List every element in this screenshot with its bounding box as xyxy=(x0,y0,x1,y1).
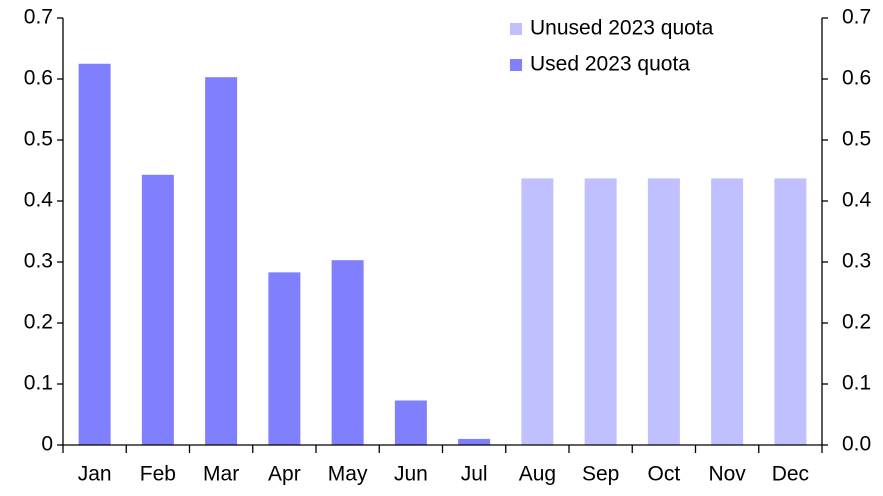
x-tick-label: Jul xyxy=(461,463,488,486)
bar xyxy=(394,400,427,445)
y-tick-label: 0.4 xyxy=(24,189,54,212)
bar xyxy=(458,438,491,445)
legend-swatch xyxy=(510,59,522,71)
bar xyxy=(268,272,301,445)
bar xyxy=(205,77,238,446)
y2-tick-label: 0.5 xyxy=(842,128,871,151)
x-tick-label: Sep xyxy=(582,463,619,486)
x-tick-label: Oct xyxy=(648,463,681,486)
y-tick-label: 0.7 xyxy=(24,6,53,29)
legend-label: Used 2023 quota xyxy=(530,53,690,76)
x-tick-label: May xyxy=(328,463,368,486)
y2-tick-label: 0.1 xyxy=(842,372,871,395)
bar xyxy=(774,178,807,445)
x-tick-label: Aug xyxy=(519,463,556,486)
y2-tick-label: 0.4 xyxy=(842,189,872,212)
x-tick-label: Jun xyxy=(394,463,428,486)
y2-tick-label: 0.3 xyxy=(842,250,871,273)
bar xyxy=(141,174,174,445)
y-tick-label: 0 xyxy=(41,433,53,456)
x-tick-label: Feb xyxy=(140,463,176,486)
bar xyxy=(331,260,364,445)
bar xyxy=(711,178,744,445)
y-tick-label: 0.5 xyxy=(24,128,53,151)
bar xyxy=(584,178,617,445)
legend-label: Unused 2023 quota xyxy=(530,17,714,40)
x-tick-label: Jan xyxy=(78,463,112,486)
bar xyxy=(521,178,554,445)
bar xyxy=(647,178,680,445)
y-tick-label: 0.2 xyxy=(24,311,53,334)
bar xyxy=(78,63,111,445)
x-tick-label: Apr xyxy=(268,463,301,486)
y-tick-label: 0.6 xyxy=(24,67,53,90)
y-tick-label: 0.3 xyxy=(24,250,53,273)
y2-tick-label: 0.2 xyxy=(842,311,871,334)
legend-swatch xyxy=(510,23,522,35)
y2-tick-label: 0.7 xyxy=(842,6,871,29)
x-tick-label: Nov xyxy=(708,463,746,486)
x-tick-label: Dec xyxy=(772,463,809,486)
y2-tick-label: 0.0 xyxy=(842,433,871,456)
y2-tick-label: 0.6 xyxy=(842,67,871,90)
y-tick-label: 0.1 xyxy=(24,372,53,395)
x-tick-label: Mar xyxy=(203,463,239,486)
